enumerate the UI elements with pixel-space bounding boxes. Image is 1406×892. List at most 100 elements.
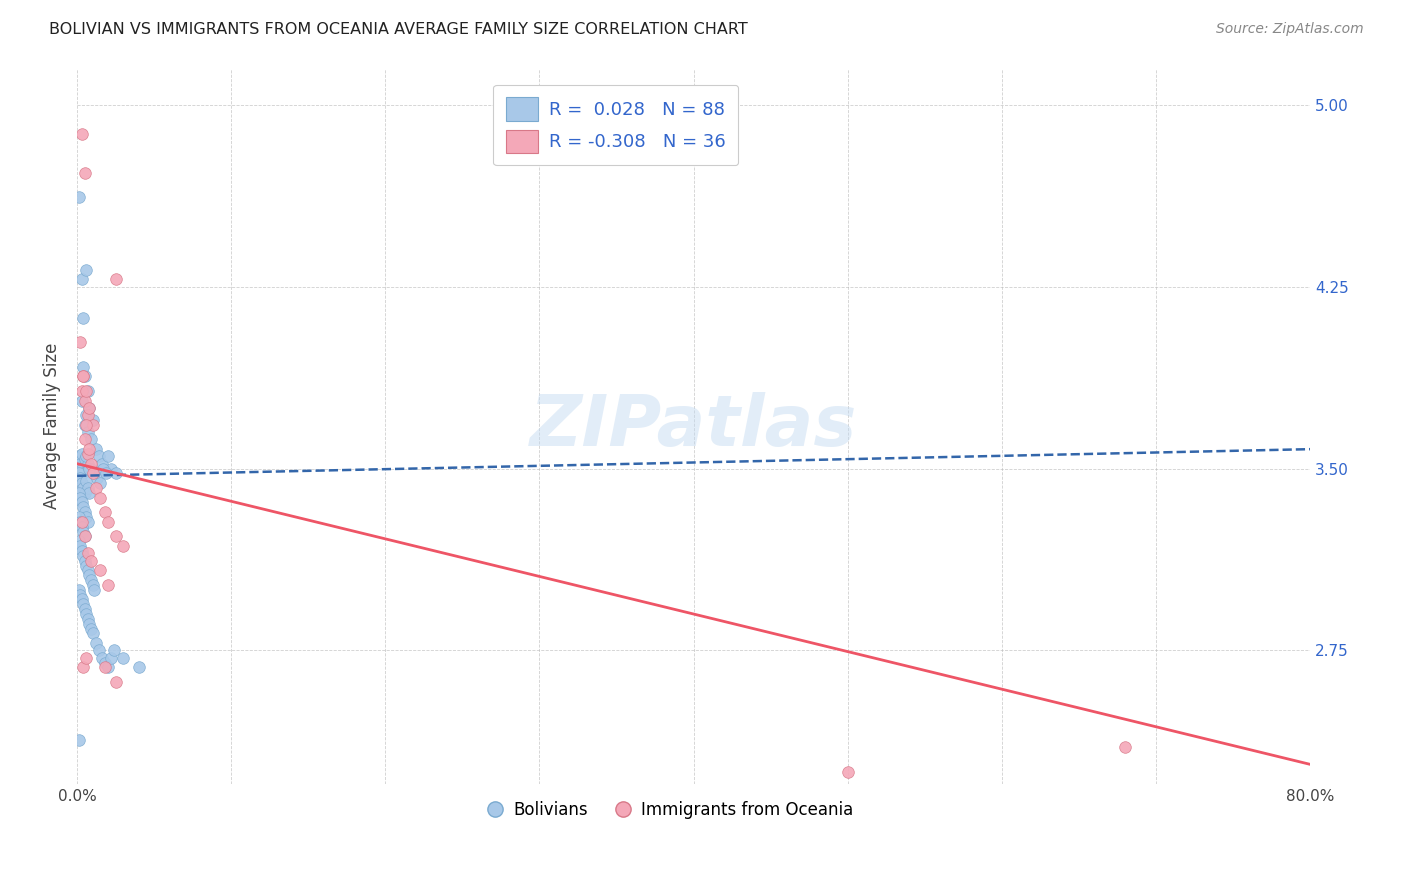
Point xyxy=(80,554,103,568)
Point xyxy=(67,467,90,481)
Point xyxy=(84,636,107,650)
Point xyxy=(69,491,91,505)
Point xyxy=(80,622,103,636)
Point xyxy=(70,393,93,408)
Point xyxy=(104,674,127,689)
Point xyxy=(97,578,120,592)
Point xyxy=(77,384,100,398)
Point xyxy=(837,764,859,779)
Point xyxy=(97,450,120,464)
Point xyxy=(82,417,104,432)
Point xyxy=(73,451,96,466)
Point xyxy=(70,476,93,491)
Legend: Bolivians, Immigrants from Oceania: Bolivians, Immigrants from Oceania xyxy=(478,794,860,825)
Point xyxy=(87,450,110,464)
Point xyxy=(67,582,90,597)
Point xyxy=(67,450,90,464)
Point xyxy=(90,650,112,665)
Point xyxy=(89,563,111,577)
Point xyxy=(87,643,110,657)
Point xyxy=(79,461,101,475)
Point xyxy=(67,485,90,500)
Point xyxy=(72,597,94,611)
Point xyxy=(72,369,94,384)
Point xyxy=(73,505,96,519)
Point xyxy=(69,539,91,553)
Point xyxy=(69,515,91,529)
Point xyxy=(80,461,103,475)
Point xyxy=(77,546,100,560)
Point xyxy=(80,457,103,471)
Point xyxy=(90,457,112,471)
Point xyxy=(82,626,104,640)
Point xyxy=(97,660,120,674)
Point xyxy=(103,643,125,657)
Point xyxy=(72,524,94,539)
Point xyxy=(73,417,96,432)
Point xyxy=(82,413,104,427)
Point xyxy=(73,602,96,616)
Point xyxy=(73,529,96,543)
Point xyxy=(72,369,94,384)
Point xyxy=(73,393,96,408)
Point xyxy=(67,190,90,204)
Point xyxy=(84,442,107,457)
Point xyxy=(100,650,122,665)
Point xyxy=(86,471,108,485)
Text: ZIPatlas: ZIPatlas xyxy=(530,392,858,460)
Point xyxy=(69,335,91,350)
Point xyxy=(70,520,93,534)
Point xyxy=(83,467,105,481)
Point xyxy=(96,467,118,481)
Point xyxy=(82,467,104,481)
Point xyxy=(77,425,100,440)
Point xyxy=(69,588,91,602)
Point xyxy=(104,272,127,286)
Point xyxy=(75,408,97,422)
Text: Source: ZipAtlas.com: Source: ZipAtlas.com xyxy=(1216,22,1364,37)
Point xyxy=(77,447,100,461)
Point xyxy=(94,656,117,670)
Point xyxy=(72,311,94,326)
Point xyxy=(72,500,94,515)
Point xyxy=(79,616,101,631)
Point xyxy=(79,401,101,415)
Point xyxy=(75,384,97,398)
Y-axis label: Average Family Size: Average Family Size xyxy=(44,343,60,509)
Point xyxy=(70,272,93,286)
Point xyxy=(75,450,97,464)
Point xyxy=(112,650,135,665)
Point xyxy=(112,539,135,553)
Point xyxy=(79,401,101,415)
Point xyxy=(75,607,97,621)
Point xyxy=(67,733,90,747)
Point xyxy=(80,433,103,447)
Point xyxy=(77,408,100,422)
Point xyxy=(94,660,117,674)
Point xyxy=(75,417,97,432)
Point xyxy=(73,554,96,568)
Point xyxy=(77,563,100,577)
Point xyxy=(75,474,97,488)
Point xyxy=(67,510,90,524)
Point xyxy=(91,461,114,475)
Point xyxy=(69,471,91,485)
Point xyxy=(73,166,96,180)
Point xyxy=(67,534,90,549)
Point xyxy=(72,467,94,481)
Point xyxy=(77,481,100,495)
Point xyxy=(70,592,93,607)
Point xyxy=(104,529,127,543)
Point xyxy=(77,457,100,471)
Point xyxy=(82,578,104,592)
Point xyxy=(75,510,97,524)
Point xyxy=(100,461,122,475)
Point xyxy=(79,568,101,582)
Text: BOLIVIAN VS IMMIGRANTS FROM OCEANIA AVERAGE FAMILY SIZE CORRELATION CHART: BOLIVIAN VS IMMIGRANTS FROM OCEANIA AVER… xyxy=(49,22,748,37)
Point xyxy=(73,369,96,384)
Point xyxy=(89,476,111,491)
Point xyxy=(79,442,101,457)
Point xyxy=(70,447,93,461)
Point xyxy=(94,505,117,519)
Point xyxy=(75,558,97,573)
